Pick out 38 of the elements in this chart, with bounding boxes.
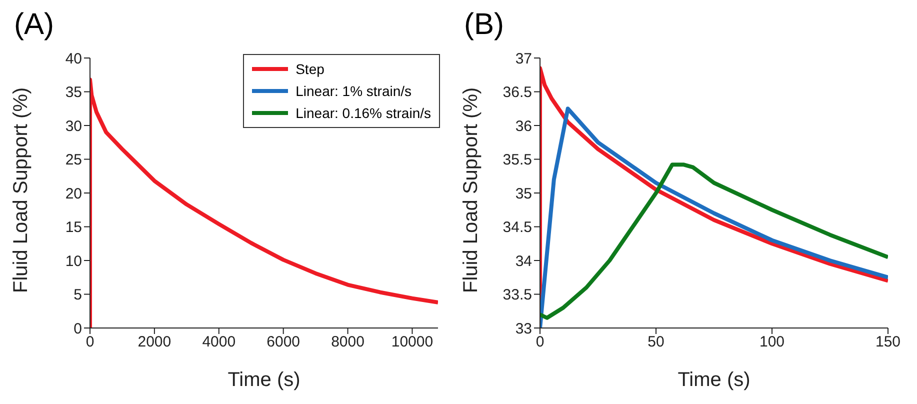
x-tick-label: 50 (648, 334, 664, 351)
line-series (540, 162, 888, 320)
y-tick-label: 40 (65, 50, 82, 68)
y-tick-label: 36 (515, 118, 532, 135)
y-tick-label: 25 (65, 152, 82, 169)
chart-title: (B) (464, 8, 504, 42)
x-tick-label: 10000 (391, 334, 434, 351)
x-tick-label: 2000 (138, 334, 172, 351)
x-tick-label: 6000 (266, 334, 300, 351)
y-tick-label: 20 (65, 185, 82, 202)
x-tick-label: 4000 (202, 334, 236, 351)
x-axis-title: Time (s) (228, 369, 300, 391)
x-tick-label: 100 (759, 334, 785, 351)
y-tick-label: 30 (65, 118, 82, 135)
y-tick-label: 35.5 (502, 152, 532, 169)
legend-label: Step (296, 61, 324, 77)
legend-label: Linear: 1% strain/s (296, 83, 412, 99)
y-tick-label: 35 (65, 84, 82, 102)
y-tick-label: 34.5 (502, 219, 532, 236)
y-tick-label: 0 (74, 320, 82, 338)
x-tick-label: 0 (536, 334, 544, 351)
y-tick-label: 35 (515, 185, 532, 202)
x-tick-label: 0 (86, 334, 94, 351)
y-tick-label: 5 (74, 286, 82, 304)
x-tick-label: 8000 (331, 334, 364, 351)
x-tick-label: 150 (875, 334, 901, 351)
y-tick-label: 15 (65, 219, 82, 236)
y-axis-title: Fluid Load Support (%) (10, 87, 32, 293)
x-axis-title: Time (s) (678, 369, 750, 391)
y-tick-label: 10 (65, 252, 82, 270)
y-tick-label: 33 (515, 320, 532, 338)
y-tick-label: 37 (515, 50, 532, 68)
y-tick-label: 36.5 (502, 84, 532, 102)
legend-label: Linear: 0.16% strain/s (296, 105, 431, 121)
y-tick-label: 33.5 (502, 286, 532, 304)
chart-title: (A) (14, 8, 54, 42)
y-axis-title: Fluid Load Support (%) (460, 87, 482, 293)
y-tick-label: 34 (515, 252, 532, 270)
